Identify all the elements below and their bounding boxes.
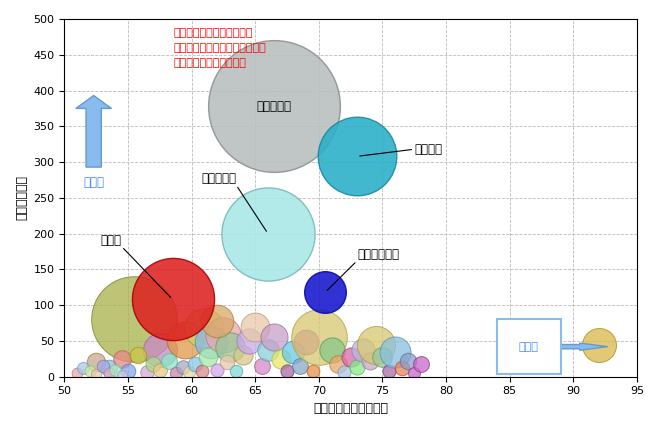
Point xyxy=(314,334,324,341)
Point xyxy=(345,353,356,360)
Point xyxy=(275,356,286,362)
Point xyxy=(295,362,305,369)
X-axis label: パテントスコア最高値: パテントスコア最高値 xyxy=(313,402,388,415)
Point xyxy=(167,296,178,303)
Point xyxy=(339,368,349,375)
Point xyxy=(148,360,159,367)
FancyArrow shape xyxy=(76,95,111,167)
Point xyxy=(269,103,279,110)
Point xyxy=(129,316,140,323)
Point xyxy=(222,359,233,366)
Text: 新日鉄住金: 新日鉄住金 xyxy=(201,172,236,185)
Text: オムロン: オムロン xyxy=(415,143,442,156)
Point xyxy=(390,348,401,355)
Point xyxy=(415,360,426,367)
Point xyxy=(256,362,267,369)
Point xyxy=(177,363,188,370)
Point xyxy=(103,365,114,372)
Point xyxy=(250,323,260,330)
Point xyxy=(72,370,82,377)
Point xyxy=(142,368,152,375)
Text: 富士通: 富士通 xyxy=(101,233,122,246)
Point xyxy=(225,343,235,350)
Point xyxy=(180,336,190,343)
Text: パナソニック: パナソニック xyxy=(357,248,399,261)
Point xyxy=(184,368,194,375)
Point xyxy=(352,363,362,370)
Point xyxy=(358,346,368,353)
Point xyxy=(78,365,89,372)
Point xyxy=(364,357,375,364)
Point xyxy=(206,339,216,346)
Text: 日立製作所: 日立製作所 xyxy=(257,100,292,113)
Point xyxy=(212,317,222,324)
Point xyxy=(301,339,312,346)
Point xyxy=(155,366,165,373)
Point xyxy=(237,352,248,359)
Point xyxy=(244,338,254,344)
Point xyxy=(98,362,108,369)
Point xyxy=(196,368,207,375)
Point xyxy=(371,341,382,348)
Point xyxy=(123,368,133,375)
FancyArrow shape xyxy=(500,343,608,350)
Point xyxy=(190,360,201,367)
Point xyxy=(333,360,343,367)
Text: 総合力: 総合力 xyxy=(84,176,105,189)
Point xyxy=(326,346,337,353)
Point xyxy=(409,370,420,377)
Text: 個別力: 個別力 xyxy=(519,342,538,352)
Point xyxy=(218,332,229,339)
Point xyxy=(263,230,273,237)
Point xyxy=(103,370,114,377)
Point xyxy=(212,366,222,373)
Point xyxy=(91,359,101,366)
Point xyxy=(117,371,127,378)
Point xyxy=(199,325,210,332)
Point xyxy=(352,153,362,160)
Point xyxy=(594,341,604,348)
Point xyxy=(203,353,214,360)
Point xyxy=(84,368,95,375)
Point xyxy=(396,365,407,372)
Point xyxy=(171,370,182,377)
Point xyxy=(269,334,279,341)
Point xyxy=(163,357,174,364)
Point xyxy=(384,368,394,375)
Point xyxy=(403,357,413,364)
Point xyxy=(133,352,144,359)
Point xyxy=(117,356,127,362)
Point xyxy=(288,348,299,355)
Point xyxy=(307,368,318,375)
Point xyxy=(91,370,101,377)
Point xyxy=(155,346,165,353)
Point xyxy=(282,368,293,375)
Point xyxy=(263,346,273,353)
Point xyxy=(320,289,331,296)
Point xyxy=(231,368,241,375)
Text: 円の大きさ：有効特許件数
縦軸（権利者スコア）：総合力
横軸（最高値）：個別力: 円の大きさ：有効特許件数 縦軸（権利者スコア）：総合力 横軸（最高値）：個別力 xyxy=(173,28,266,68)
Point xyxy=(377,353,387,360)
Y-axis label: 権利者スコア: 権利者スコア xyxy=(15,175,28,220)
Point xyxy=(110,366,121,373)
